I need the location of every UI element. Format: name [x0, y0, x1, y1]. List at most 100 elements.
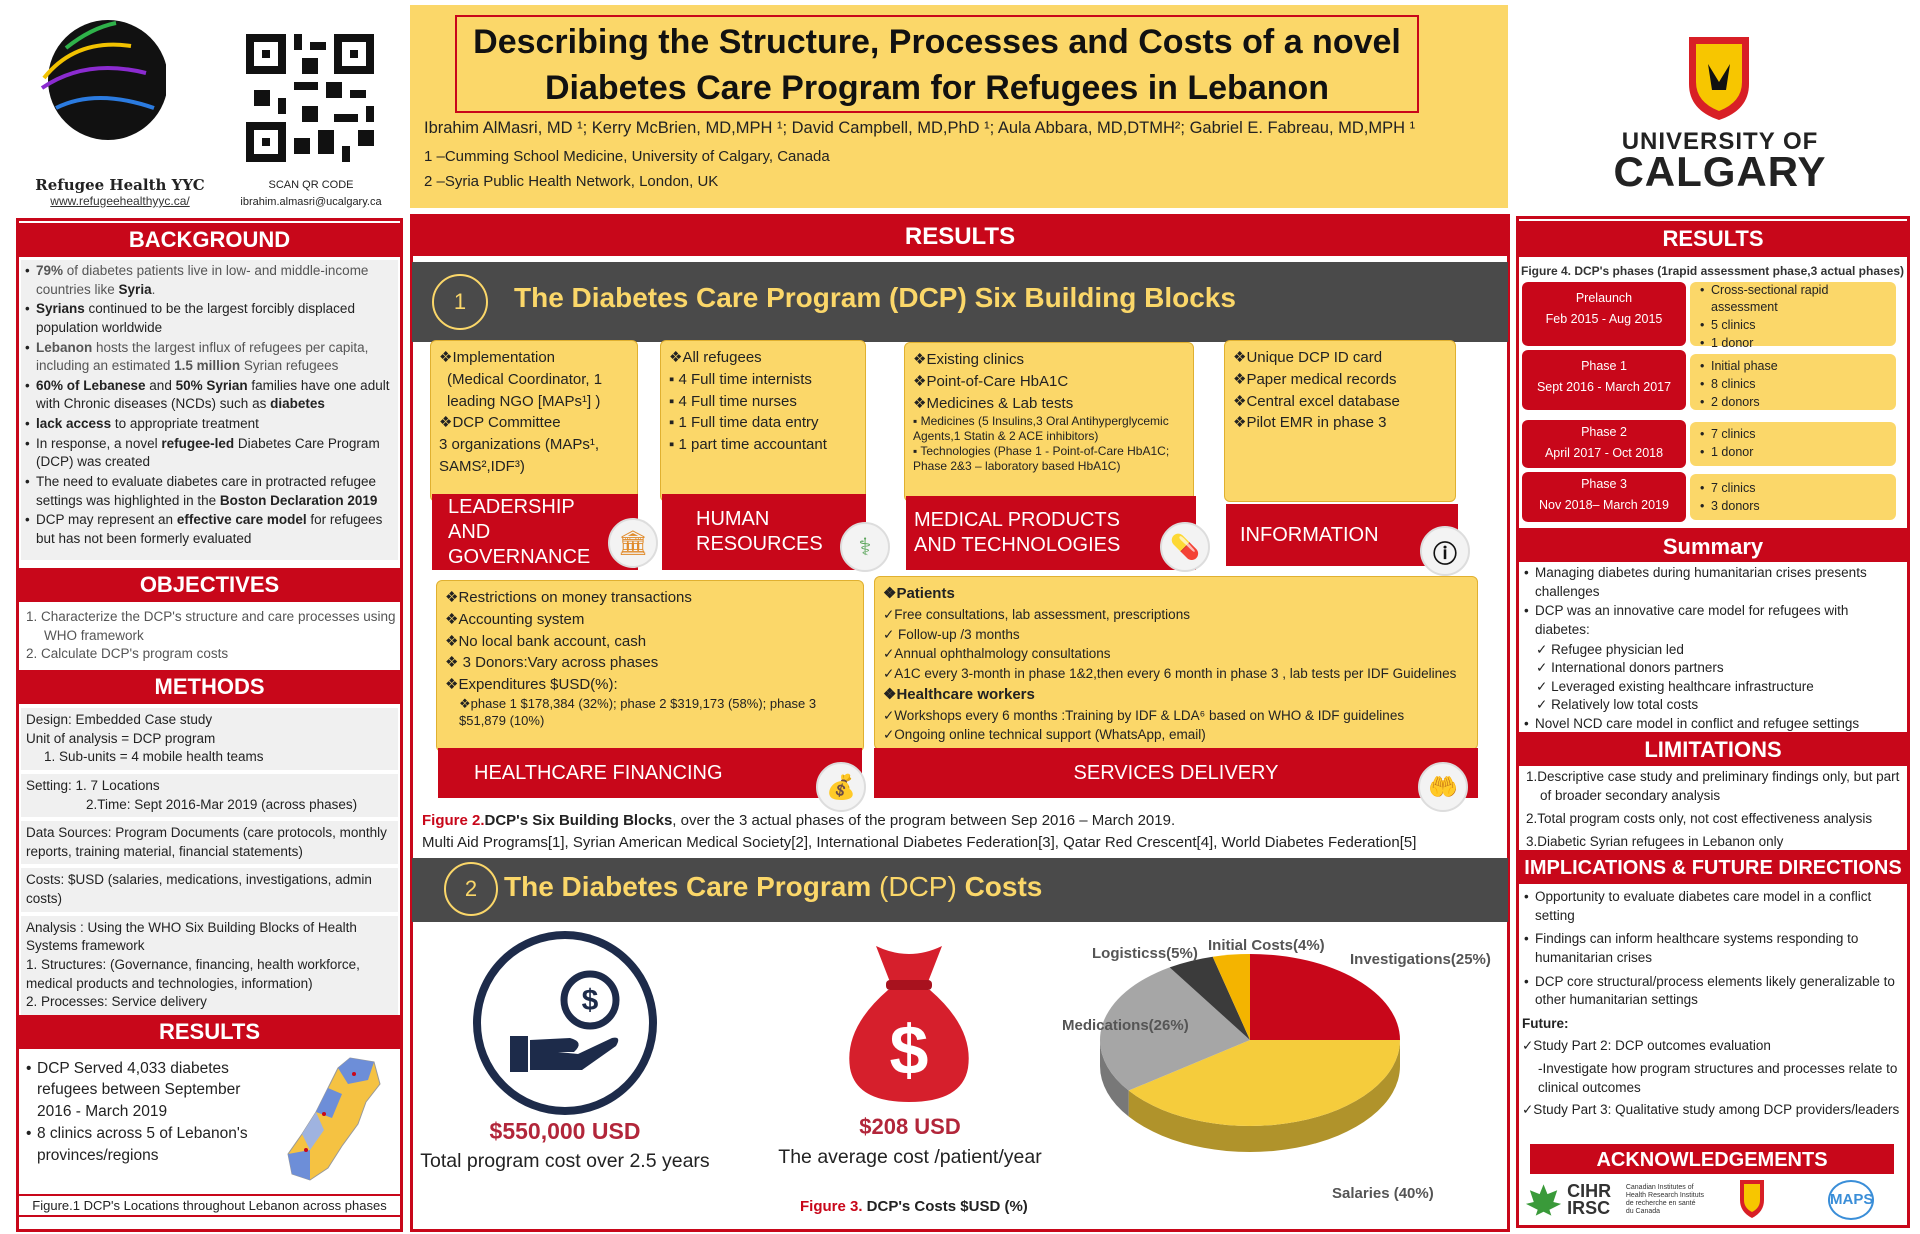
- methods-design: Design: Embedded Case study: [26, 712, 213, 727]
- hf-item: ❖Accounting system: [445, 610, 585, 628]
- mp-item: ▪ Technologies (Phase 1 - Point-of-Care …: [913, 444, 1170, 474]
- pie-slice-medications: [1100, 967, 1250, 1091]
- sd-item: ✓Annual ophthalmology consultations: [883, 646, 1111, 662]
- section2-title-a: The Diabetes Care Program: [504, 871, 880, 902]
- phase-detail: 1 donor: [1698, 444, 1888, 461]
- objective-item: 2. Calculate DCP's program costs: [26, 646, 229, 662]
- mp-item: ❖Existing clinics: [913, 351, 1024, 368]
- contact-email[interactable]: ibrahim.almasri@ucalgary.ca: [240, 196, 382, 208]
- cihr-logo: CIHR IRSC Canadian Institutes of Health …: [1524, 1178, 1704, 1222]
- hr-item: ❖All refugees: [669, 349, 762, 366]
- figure3-title: DCP's Costs $USD (%): [862, 1198, 1028, 1215]
- methods-structures: 1. Structures: (Governance, financing, h…: [26, 956, 360, 991]
- phase-detail: 5 clinics: [1698, 317, 1888, 334]
- background-item: Lebanon hosts the largest influx of refu…: [23, 339, 396, 376]
- title-frame: [455, 15, 1419, 113]
- cihr-small-text: Canadian Institutes of Health Research I…: [1625, 1184, 1705, 1215]
- phase-prelaunch-details: Cross-sectional rapid assessment5 clinic…: [1690, 282, 1896, 351]
- info-item: ❖Paper medical records: [1233, 370, 1397, 388]
- hf-item: ❖No local bank account, cash: [445, 632, 647, 650]
- sd-item: ✓A1C every 3-month in phase 1&2,then eve…: [883, 666, 1457, 681]
- summary-subitem-text: Refugee physician led: [1551, 641, 1684, 657]
- qr-code[interactable]: [246, 34, 374, 162]
- info-item: ❖Pilot EMR in phase 3: [1233, 414, 1387, 432]
- hand-coin-icon: $: [470, 928, 660, 1118]
- affiliation-2: 2 –Syria Public Health Network, London, …: [424, 173, 719, 190]
- affiliation-1: 1 –Cumming School Medicine, University o…: [424, 148, 830, 165]
- lebanon-map-icon: [287, 1057, 381, 1181]
- phase-prelaunch: Prelaunch Feb 2015 - Aug 2015: [1522, 282, 1686, 346]
- background-item: Syrians continued to be the largest forc…: [23, 300, 396, 337]
- summary-item: Novel NCD care model in conflict and ref…: [1522, 715, 1906, 734]
- ucalgary-small-logo: [1732, 1178, 1772, 1222]
- future-label: Future:: [1522, 1015, 1569, 1031]
- pie-label-salaries: Salaries (40%): [1332, 1185, 1434, 1202]
- service-delivery-label: SERVICES DELIVERY: [874, 748, 1478, 798]
- lebanon-map: [262, 1054, 390, 1184]
- org-url-link[interactable]: www.refugeehealthyyc.ca/: [50, 194, 190, 208]
- limitations-section: 1.Descriptive case study and preliminary…: [1526, 768, 1904, 852]
- section1-title: The Diabetes Care Program (DCP) Six Buil…: [514, 282, 1236, 313]
- figure2-line2: Multi Aid Programs[1], Syrian American M…: [422, 833, 1417, 851]
- results-right-heading: RESULTS: [1519, 221, 1907, 257]
- figure1-caption: Figure.1 DCP's Locations throughout Leba…: [19, 1194, 400, 1217]
- results-left-list: DCP Served 4,033 diabetes refugees betwe…: [24, 1058, 254, 1167]
- cihr-text: CIHR IRSC: [1567, 1181, 1612, 1218]
- mp-item: ▪ Medicines (5 Insulins,3 Oral Antihyper…: [913, 414, 1169, 444]
- leadership-label: LEADERSHIP AND GOVERNANCE: [432, 494, 638, 570]
- summary-subitem: ✓ International donors partners: [1536, 660, 1724, 676]
- background-item: The need to evaluate diabetes care in pr…: [23, 473, 396, 510]
- objectives-heading: OBJECTIVES: [19, 568, 400, 602]
- section1-banner: 1 The Diabetes Care Program (DCP) Six Bu…: [412, 262, 1508, 342]
- methods-setting-1: Setting: 1. 7 Locations: [26, 777, 160, 793]
- svg-text:$: $: [890, 1011, 929, 1089]
- summary-subitem-text: International donors partners: [1551, 660, 1724, 676]
- phase-dates: Feb 2015 - Aug 2015: [1545, 312, 1663, 327]
- implication-item: Findings can inform healthcare systems r…: [1522, 930, 1906, 967]
- phase-detail: 7 clinics: [1698, 480, 1888, 497]
- info-item: ❖Unique DCP ID card: [1233, 349, 1383, 366]
- background-item: In response, a novel refugee-led Diabete…: [23, 435, 396, 472]
- helping-hand-icon: 🤲: [1418, 762, 1468, 812]
- phase-detail: 7 clinics: [1698, 426, 1888, 443]
- total-cost-label: Total program cost over 2.5 years: [420, 1150, 710, 1172]
- healthcare-financing-box: ❖Restrictions on money transactions ❖Acc…: [436, 580, 864, 752]
- info-icon: ⓘ: [1420, 526, 1470, 576]
- hf-item: ❖ 3 Donors:Vary across phases: [445, 654, 659, 672]
- methods-analysis-block: Analysis : Using the WHO Six Building Bl…: [21, 915, 398, 1015]
- sd-item: ✓Ongoing online technical support (Whats…: [883, 727, 1206, 743]
- section2-title-b: (DCP): [879, 871, 957, 902]
- hand-coin-icon-svg: $: [473, 931, 657, 1115]
- lg-item: ❖Implementation: [439, 349, 556, 366]
- hr-item: ▪ 4 Full time nurses: [669, 392, 797, 410]
- pie-slice-side-medications: [1100, 1040, 1129, 1117]
- sd-item: ❖Healthcare workers: [883, 685, 1035, 703]
- methods-costs: Costs: $USD (salaries, medications, inve…: [21, 868, 398, 912]
- phase-detail: Initial phase: [1698, 358, 1888, 375]
- methods-section: Design: Embedded Case study Unit of anal…: [21, 708, 398, 1015]
- figure4-caption: Figure 4. DCP's phases (1rapid assessmen…: [1521, 264, 1905, 278]
- pie-slice-logisticss: [1169, 956, 1250, 1040]
- phase-detail: 2 donors: [1698, 394, 1888, 411]
- phase-1: Phase 1 Sept 2016 - March 2017: [1522, 350, 1686, 410]
- hr-item: ▪ 1 part time accountant: [669, 436, 827, 453]
- phase-detail: 1 donor: [1698, 335, 1888, 352]
- implication-item: Opportunity to evaluate diabetes care mo…: [1522, 888, 1906, 925]
- background-item: 79% of diabetes patients live in low- an…: [23, 262, 396, 299]
- summary-heading: Summary: [1519, 528, 1907, 562]
- results-left-heading: RESULTS: [19, 1015, 400, 1049]
- sd-item: ❖Patients: [883, 585, 955, 602]
- pie-slice-investigations: [1250, 954, 1400, 1040]
- money-bag-icon: 💰: [816, 762, 866, 812]
- mp-item: ❖Point-of-Care HbA1C: [913, 372, 1069, 390]
- university-name-line1: UNIVERSITY OF: [1621, 128, 1819, 155]
- title-line-1: Describing the Structure, Processes and …: [473, 23, 1401, 61]
- section2-title-c: Costs: [956, 871, 1043, 902]
- pie-label-investigations: Investigations(25%): [1350, 951, 1491, 968]
- background-item: 60% of Lebanese and 50% Syrian families …: [23, 377, 396, 414]
- phase-dates: April 2017 - Oct 2018: [1544, 446, 1664, 461]
- section2-banner: 2 The Diabetes Care Program (DCP) Costs: [412, 858, 1508, 922]
- figure2-title: DCP's Six Building Blocks: [484, 812, 673, 829]
- nurse-icon: ⚕: [840, 522, 890, 572]
- sd-item: ✓ Follow-up /3 months: [883, 626, 1020, 642]
